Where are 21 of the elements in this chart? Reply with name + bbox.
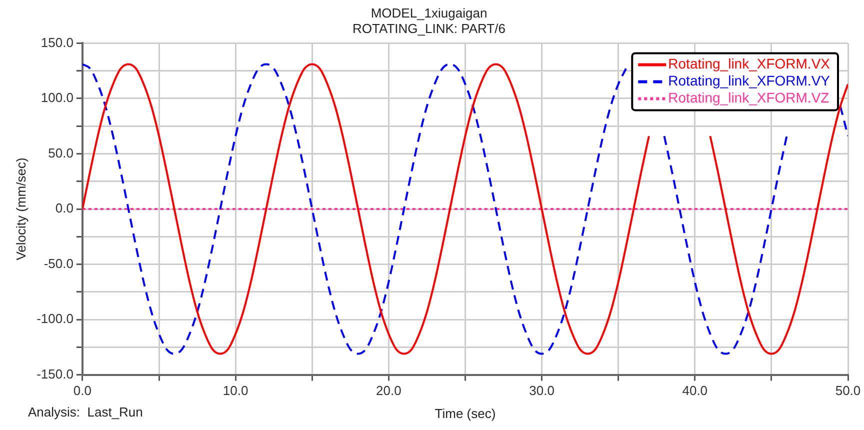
chart-title: MODEL_1xiugaigan — [370, 5, 488, 20]
x-tick-label: 50.0 — [835, 383, 861, 398]
chart-subtitle: ROTATING_LINK: PART/6 — [352, 20, 506, 36]
y-tick-label: -150.0 — [36, 366, 74, 382]
x-tick-label: 10.0 — [222, 383, 248, 398]
y-tick-label: 150.0 — [40, 34, 74, 50]
y-tick-label: 0.0 — [55, 200, 74, 216]
legend-label: Rotating_link_XFORM.VX — [668, 56, 831, 72]
y-tick-label: -100.0 — [36, 311, 74, 326]
y-tick-label: 50.0 — [48, 145, 74, 160]
legend-label: Rotating_link_XFORM.VY — [668, 72, 831, 89]
x-tick-label: 0.0 — [73, 383, 92, 398]
x-tick-label: 20.0 — [376, 383, 402, 398]
x-axis-title: Time (sec) — [434, 406, 496, 421]
x-tick-label: 40.0 — [682, 383, 708, 398]
text: Analysis: Last_Run — [28, 404, 143, 420]
y-tick-label: 100.0 — [40, 90, 74, 106]
x-tick-label: 30.0 — [529, 383, 554, 398]
y-axis-title: Velocity (mm/sec) — [13, 158, 28, 260]
y-tick-label: -50.0 — [44, 256, 74, 271]
legend-label: Rotating_link_XFORM.VZ — [668, 90, 830, 106]
